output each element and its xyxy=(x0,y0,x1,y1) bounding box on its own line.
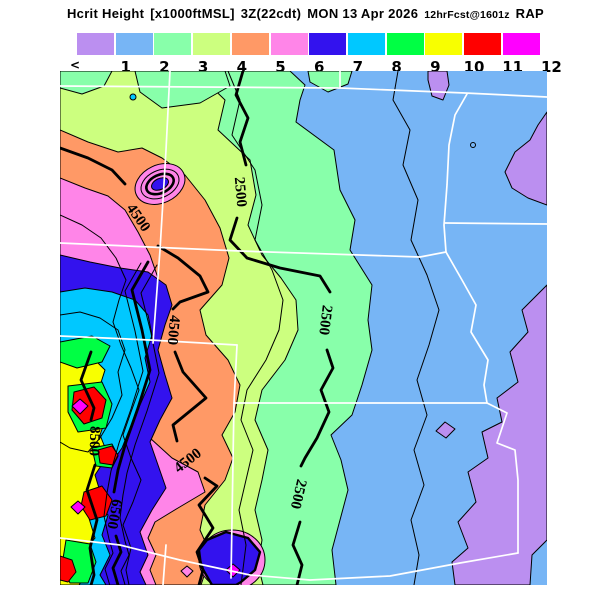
legend-tick-9: 9 xyxy=(430,58,441,76)
contour-label-6500-6: 6500 xyxy=(104,498,125,530)
legend-tick-5: 5 xyxy=(275,58,286,76)
legend-tick-2: 2 xyxy=(159,58,170,76)
title-date: MON 13 Apr 2026 xyxy=(307,6,419,21)
title-model: RAP xyxy=(515,6,545,21)
legend-swatch-11 xyxy=(464,33,501,55)
contour-6500 xyxy=(112,260,152,494)
legend-swatch-1 xyxy=(77,33,114,55)
contour-4500 xyxy=(156,244,210,311)
contour-label-2500-2: 2500 xyxy=(287,478,309,511)
contour-8500 xyxy=(79,350,96,422)
legend-swatch-7 xyxy=(309,33,347,55)
fill-cyan-dot xyxy=(129,93,137,101)
legend-swatch-5 xyxy=(231,33,269,55)
title-valid-time: 3Z(22cdt) xyxy=(240,6,302,21)
legend-swatch-4 xyxy=(193,33,231,55)
contour-2500 xyxy=(291,520,304,585)
contour-2500 xyxy=(299,348,335,468)
legend-tick-8: 8 xyxy=(391,58,402,76)
thin-contours xyxy=(60,71,476,585)
legend-swatch-12 xyxy=(502,33,540,55)
title-product: Hcrit Height xyxy=(66,6,145,21)
legend-tick-6: 6 xyxy=(313,58,325,76)
contour-label-2500-1: 2500 xyxy=(315,304,335,336)
contour-4500 xyxy=(60,146,127,186)
legend-tick-4: 4 xyxy=(236,58,248,76)
contour-2500 xyxy=(228,216,332,294)
legend-swatch-3 xyxy=(154,33,192,55)
legend-swatch-9 xyxy=(386,33,424,55)
contour-label-8500-7: 8500 xyxy=(85,426,102,457)
fill-band-10-11kft xyxy=(60,386,119,583)
fill-band-11-12kft xyxy=(70,398,89,515)
legend-tick-<: < xyxy=(69,58,81,72)
contour-label-4500-4: 4500 xyxy=(164,314,183,345)
legend-tick-7: 7 xyxy=(352,58,364,76)
title-units: [x1000ftMSL] xyxy=(150,6,235,21)
legend-tick-1: 1 xyxy=(120,58,131,76)
legend-colorbar xyxy=(0,33,611,55)
legend-swatch-2 xyxy=(115,33,153,55)
legend-swatch-6 xyxy=(270,33,308,55)
fill-small-diamond xyxy=(180,565,194,578)
contour-4500 xyxy=(195,476,219,585)
title-forecast: 12hrFcst@1601z xyxy=(424,9,510,21)
legend-swatch-10 xyxy=(425,33,463,55)
contour-label-2500-0: 2500 xyxy=(231,176,250,207)
contour-8500 xyxy=(85,463,99,585)
legend-swatch-8 xyxy=(347,33,385,55)
contour-4500 xyxy=(171,350,208,443)
state-borders xyxy=(60,71,547,585)
legend-tick-3: 3 xyxy=(197,58,209,76)
fill-mint-topleft-patches xyxy=(60,71,231,109)
plot-title: Hcrit Height [x1000ftMSL] 3Z(22cdt) MON 13 … xyxy=(0,5,611,23)
